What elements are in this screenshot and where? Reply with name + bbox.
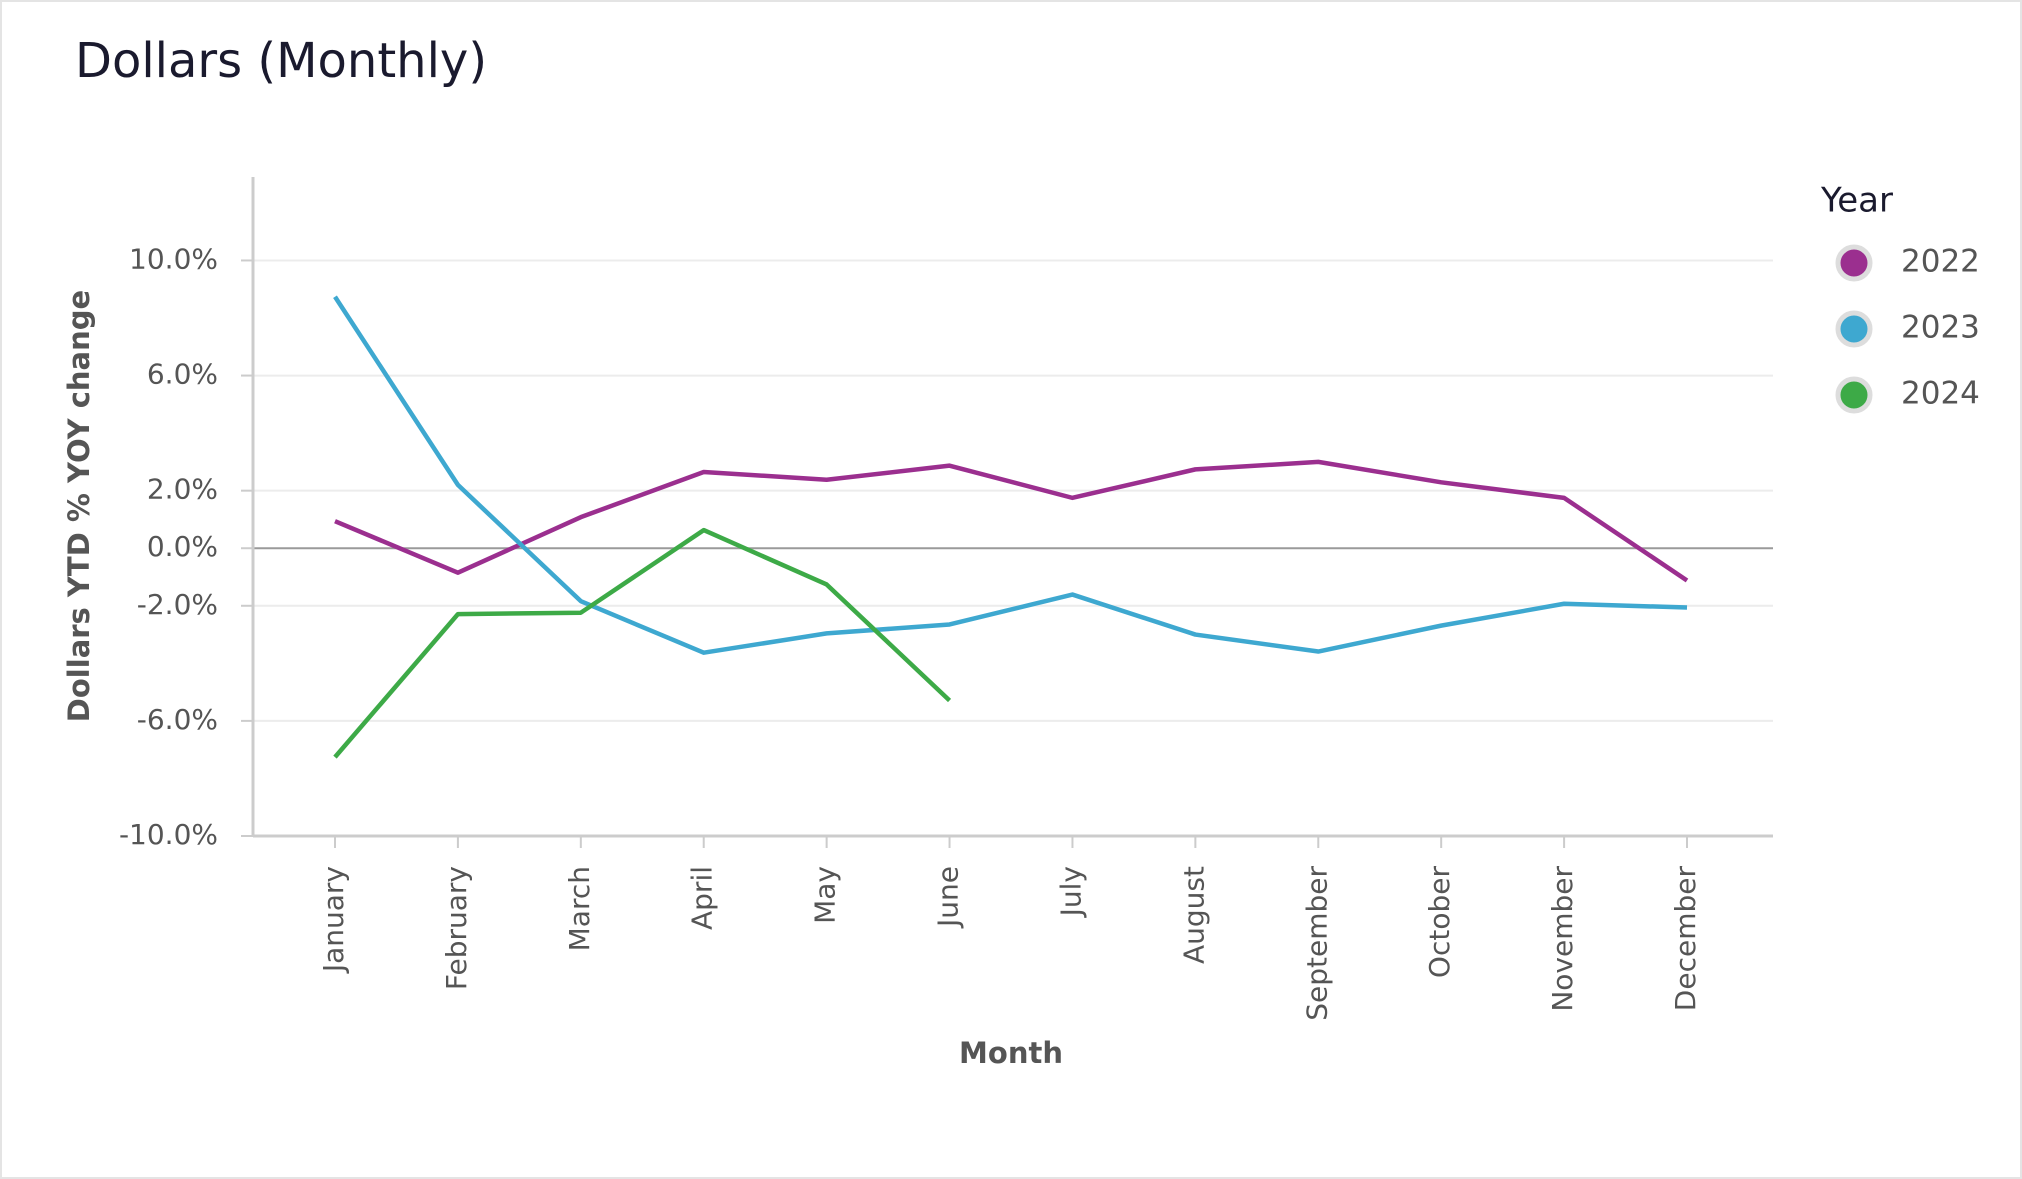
legend-label: 2022 [1901, 244, 1980, 280]
x-tick-label: April [686, 866, 719, 930]
x-tick-label: November [1546, 866, 1579, 1012]
x-tick-label: January [317, 866, 350, 974]
legend-label: 2024 [1901, 376, 1980, 412]
x-tick-label: June [932, 866, 965, 929]
x-tick-label: October [1423, 866, 1456, 979]
legend-label: 2023 [1901, 310, 1980, 346]
series-line [334, 459, 1689, 583]
x-tick-label: May [809, 866, 842, 924]
y-tick-label: 6.0% [147, 358, 218, 391]
series-line [333, 295, 1688, 655]
x-tick-label: March [563, 866, 596, 951]
x-axis-title: Month [959, 1036, 1063, 1070]
legend-marker [1835, 376, 1873, 414]
x-tick-label: December [1669, 866, 1702, 1012]
y-tick-label: 0.0% [147, 530, 218, 563]
y-tick-label: -6.0% [137, 703, 218, 736]
legend-marker [1835, 244, 1873, 282]
legend-marker [1835, 310, 1873, 348]
series-line [333, 527, 952, 759]
y-tick-label: 2.0% [147, 473, 218, 506]
x-tick-label: August [1177, 866, 1210, 964]
y-tick-label: 10.0% [129, 242, 218, 275]
x-tick-label: July [1054, 866, 1087, 918]
y-tick-label: -2.0% [137, 588, 218, 621]
legend-title: Year [1820, 181, 1893, 221]
chart-title: Dollars (Monthly) [75, 33, 487, 89]
y-axis-title: Dollars YTD % YOY change [62, 290, 96, 722]
x-tick-label: September [1300, 866, 1333, 1021]
y-tick-label: -10.0% [119, 818, 218, 851]
x-tick-label: February [440, 866, 473, 990]
